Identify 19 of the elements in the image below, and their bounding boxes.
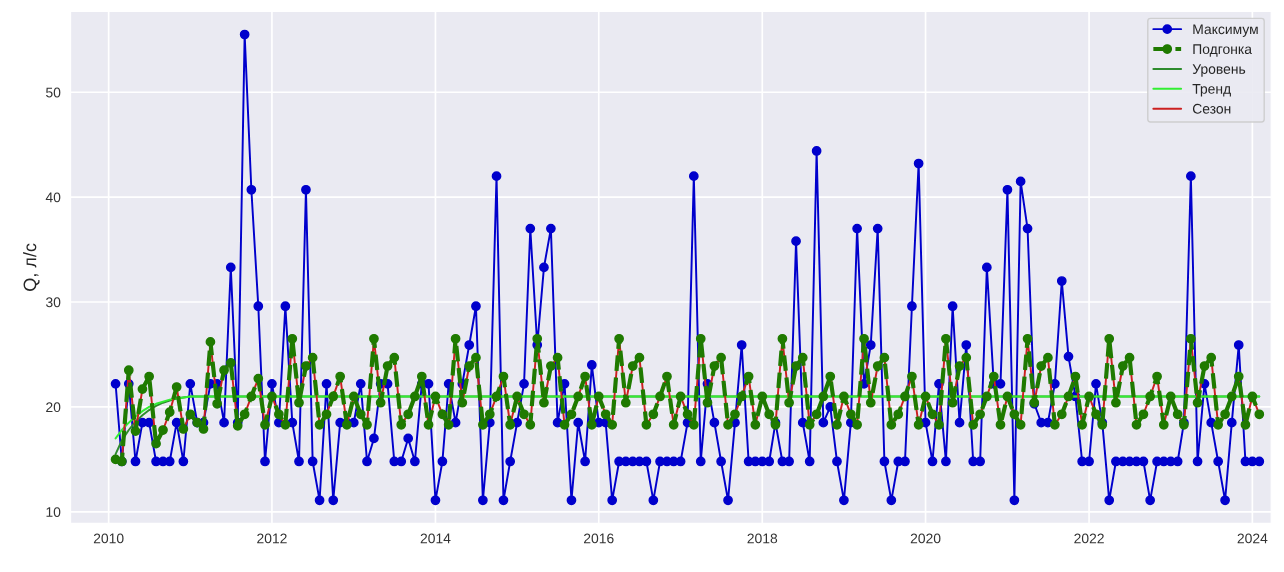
y-tick-label: 40 xyxy=(45,192,61,203)
legend-label: Сезон xyxy=(1192,103,1231,114)
x-tick-label: 2010 xyxy=(93,533,124,544)
x-tick-label: 2016 xyxy=(584,533,614,544)
y-axis-title: Q, л/с xyxy=(23,243,40,291)
y-tick-label: 10 xyxy=(46,507,61,518)
legend-label: Подгонка xyxy=(1193,44,1252,57)
x-tick-label: 2014 xyxy=(420,533,451,544)
x-tick-label: 2022 xyxy=(1074,533,1104,544)
legend-label: Тренд xyxy=(1192,84,1231,97)
x-tick-label: 2020 xyxy=(910,533,941,544)
x-tick-label: 2024 xyxy=(1237,533,1268,544)
legend-label: Максимум xyxy=(1193,24,1258,37)
y-tick-label: 30 xyxy=(45,297,61,308)
y-tick-label: 50 xyxy=(46,87,61,98)
x-tick-label: 2012 xyxy=(257,533,287,544)
y-tick-label: 20 xyxy=(46,402,61,413)
legend-label: Уровень xyxy=(1192,64,1246,77)
x-tick-label: 2018 xyxy=(747,533,778,544)
